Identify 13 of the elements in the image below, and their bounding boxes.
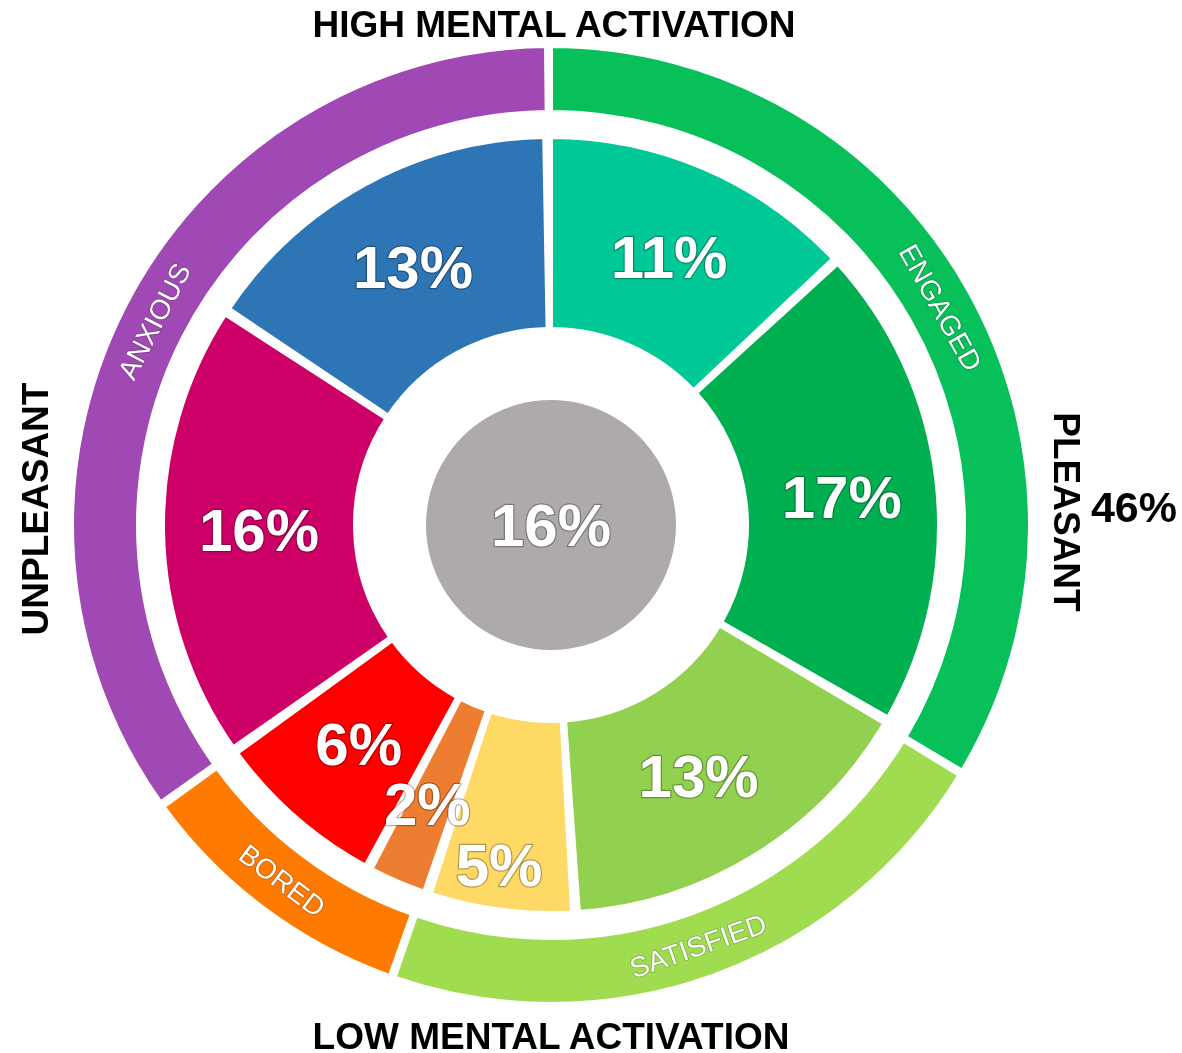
data-label: 6% <box>315 711 402 779</box>
text: PLEASANT <box>1045 412 1087 613</box>
data-label: 13% <box>638 743 759 811</box>
data-label: 11% <box>610 224 728 292</box>
text: UNPLEASANT <box>14 382 56 636</box>
text: 46% <box>1090 483 1178 531</box>
text: LOW MENTAL ACTIVATION <box>312 1016 790 1053</box>
text: HIGH MENTAL ACTIVATION <box>312 4 796 45</box>
data-label: 13% <box>353 234 474 302</box>
data-label: 16% <box>199 497 320 565</box>
data-label: 5% <box>455 831 543 899</box>
data-label: 16% <box>490 491 612 559</box>
data-label: 17% <box>781 463 902 531</box>
